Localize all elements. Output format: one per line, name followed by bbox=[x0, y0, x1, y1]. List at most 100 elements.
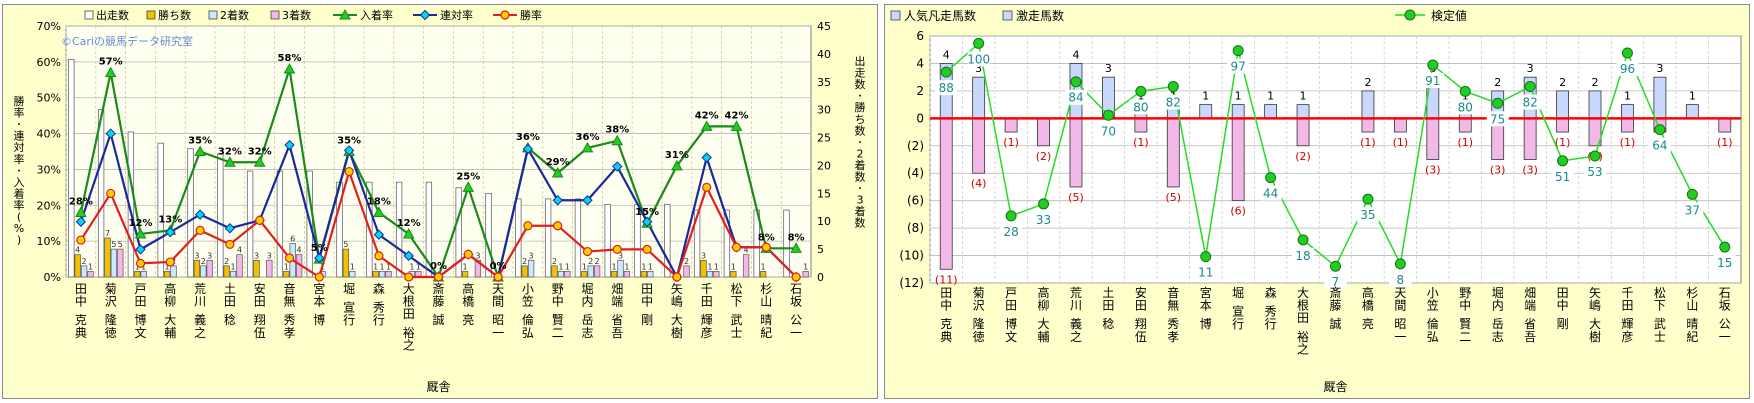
bar-2着数 bbox=[378, 271, 386, 278]
x-tick-label: 畑端省吾 bbox=[1524, 286, 1536, 344]
legend-label: 勝率 bbox=[520, 8, 542, 22]
bar-激走馬数 bbox=[972, 76, 986, 119]
x-tick-label: 森秀行 bbox=[373, 281, 385, 327]
y-tick-right: 25 bbox=[817, 132, 831, 145]
bar-激走馬数 bbox=[1231, 104, 1245, 119]
bar-勝ち数 bbox=[461, 271, 469, 278]
marker-勝率 bbox=[612, 244, 622, 254]
data-label-bg bbox=[1000, 223, 1023, 239]
bar-value-label: 3 bbox=[618, 251, 623, 260]
bar-label-激走馬数: 1 bbox=[1300, 90, 1307, 103]
x-tick-label: 田中克典 bbox=[75, 282, 87, 340]
bar-label-人気凡走馬数: (3) bbox=[1490, 164, 1506, 177]
data-label-入着率: 18% bbox=[367, 196, 391, 207]
data-label-検定値: 70 bbox=[1101, 124, 1116, 138]
legend-marker bbox=[500, 10, 510, 20]
bar-2着数 bbox=[557, 271, 565, 278]
bar-人気凡走馬数 bbox=[1393, 117, 1407, 133]
plot-area bbox=[929, 35, 1742, 284]
data-label-入着率: 15% bbox=[635, 207, 659, 218]
x-tick-label: 高橋亮 bbox=[1362, 285, 1374, 331]
data-label-入着率: 35% bbox=[188, 136, 212, 147]
x-tick-label: 大根田裕之 bbox=[403, 282, 415, 352]
marker-入着率 bbox=[104, 66, 117, 78]
x-tick-label: 杉山晴紀 bbox=[760, 282, 772, 340]
bar-label-人気凡走馬数: (1) bbox=[1360, 136, 1376, 149]
bar-value-label: 1 bbox=[558, 262, 563, 271]
data-label-検定値: 88 bbox=[939, 81, 954, 95]
data-label-bg bbox=[1421, 72, 1444, 88]
bar-3着数 bbox=[713, 271, 720, 278]
bar-勝ち数 bbox=[372, 271, 379, 278]
y-tick-left: 40% bbox=[37, 128, 61, 141]
bar-label-人気凡走馬数: (5) bbox=[1068, 191, 1084, 204]
bar-value-label: 3 bbox=[254, 251, 259, 260]
bar-2着数 bbox=[647, 271, 654, 278]
bar-3着数 bbox=[742, 254, 750, 278]
bar-勝ち数 bbox=[163, 271, 171, 278]
bar-勝ち数 bbox=[253, 259, 260, 278]
bar-value-label: 3 bbox=[475, 251, 480, 260]
data-label-入着率: 57% bbox=[99, 57, 123, 68]
x-tick-label: 戸田博文 bbox=[1005, 286, 1017, 344]
bar-label-人気凡走馬数: (4) bbox=[971, 177, 987, 190]
data-label-検定値: 7 bbox=[1332, 275, 1340, 289]
marker-入着率 bbox=[790, 242, 802, 253]
bar-3着数 bbox=[206, 259, 213, 278]
bar-label-人気凡走馬数: (2) bbox=[1036, 150, 1052, 163]
x-tick-label: 小笠倫弘 bbox=[522, 282, 534, 340]
bar-label-激走馬数: 2 bbox=[1364, 76, 1371, 89]
x-tick-label: 田中剛 bbox=[641, 282, 653, 327]
data-label-bg bbox=[1324, 274, 1347, 290]
marker-検定値 bbox=[1427, 59, 1439, 71]
data-label-bg bbox=[1454, 99, 1477, 115]
bar-value-label: 1 bbox=[386, 262, 391, 271]
bar-3着数 bbox=[474, 259, 482, 278]
bar-value-label: 1 bbox=[284, 262, 289, 271]
data-label-検定値: 100 bbox=[967, 52, 990, 66]
data-label-検定値: 84 bbox=[1068, 91, 1083, 105]
bar-value-label: 3 bbox=[207, 251, 212, 260]
data-label-入着率: 28% bbox=[69, 196, 93, 207]
bar-出走数 bbox=[97, 109, 105, 278]
data-label-入着率: 36% bbox=[576, 132, 600, 143]
marker-勝率 bbox=[731, 242, 742, 252]
data-label-検定値: 75 bbox=[1490, 112, 1505, 126]
x-tick-label: 堀内岳志 bbox=[581, 281, 593, 340]
marker-勝率 bbox=[106, 188, 116, 199]
marker-連対率 bbox=[194, 209, 206, 220]
data-label-bg bbox=[1227, 58, 1250, 74]
data-label-bg bbox=[1681, 202, 1704, 218]
bar-value-label: 4 bbox=[744, 246, 749, 255]
bar-value-label: 2 bbox=[522, 257, 527, 266]
bar-3着数 bbox=[802, 271, 809, 278]
chart-left: 0%10%20%30%40%50%60%70%05101520253035404… bbox=[14, 8, 866, 394]
data-label-検定値: 8 bbox=[1397, 273, 1405, 287]
bar-value-label: 1 bbox=[714, 262, 719, 271]
marker-検定値 bbox=[1524, 81, 1536, 93]
marker-連対率 bbox=[373, 229, 385, 240]
bar-label-人気凡走馬数: (1) bbox=[1133, 136, 1149, 149]
marker-検定値 bbox=[1492, 97, 1504, 109]
bar-label-人気凡走馬数: (5) bbox=[1166, 191, 1182, 204]
y-tick-left: 0% bbox=[44, 271, 61, 284]
data-label-bg bbox=[1097, 123, 1120, 139]
bar-value-label: 1 bbox=[88, 262, 93, 271]
data-label-検定値: 33 bbox=[1036, 213, 1051, 227]
marker-検定値 bbox=[1038, 198, 1050, 210]
data-label-bg bbox=[935, 80, 958, 96]
marker-勝率 bbox=[582, 246, 593, 257]
marker-勝率 bbox=[523, 221, 533, 231]
bar-label-激走馬数: 3 bbox=[1105, 62, 1112, 75]
bar-2着数 bbox=[200, 265, 207, 278]
bar-3着数 bbox=[683, 265, 690, 278]
marker-検定値 bbox=[1719, 241, 1731, 253]
data-label-入着率: 8% bbox=[788, 232, 805, 243]
y-tick: 6 bbox=[916, 29, 924, 43]
marker-検定値 bbox=[1070, 76, 1082, 88]
legend-swatch bbox=[146, 10, 156, 20]
bar-label-激走馬数: 1 bbox=[1689, 90, 1696, 103]
bar-value-label: 1 bbox=[416, 262, 421, 271]
bar-value-label: 1 bbox=[641, 262, 646, 271]
bar-value-label: 1 bbox=[373, 262, 378, 271]
